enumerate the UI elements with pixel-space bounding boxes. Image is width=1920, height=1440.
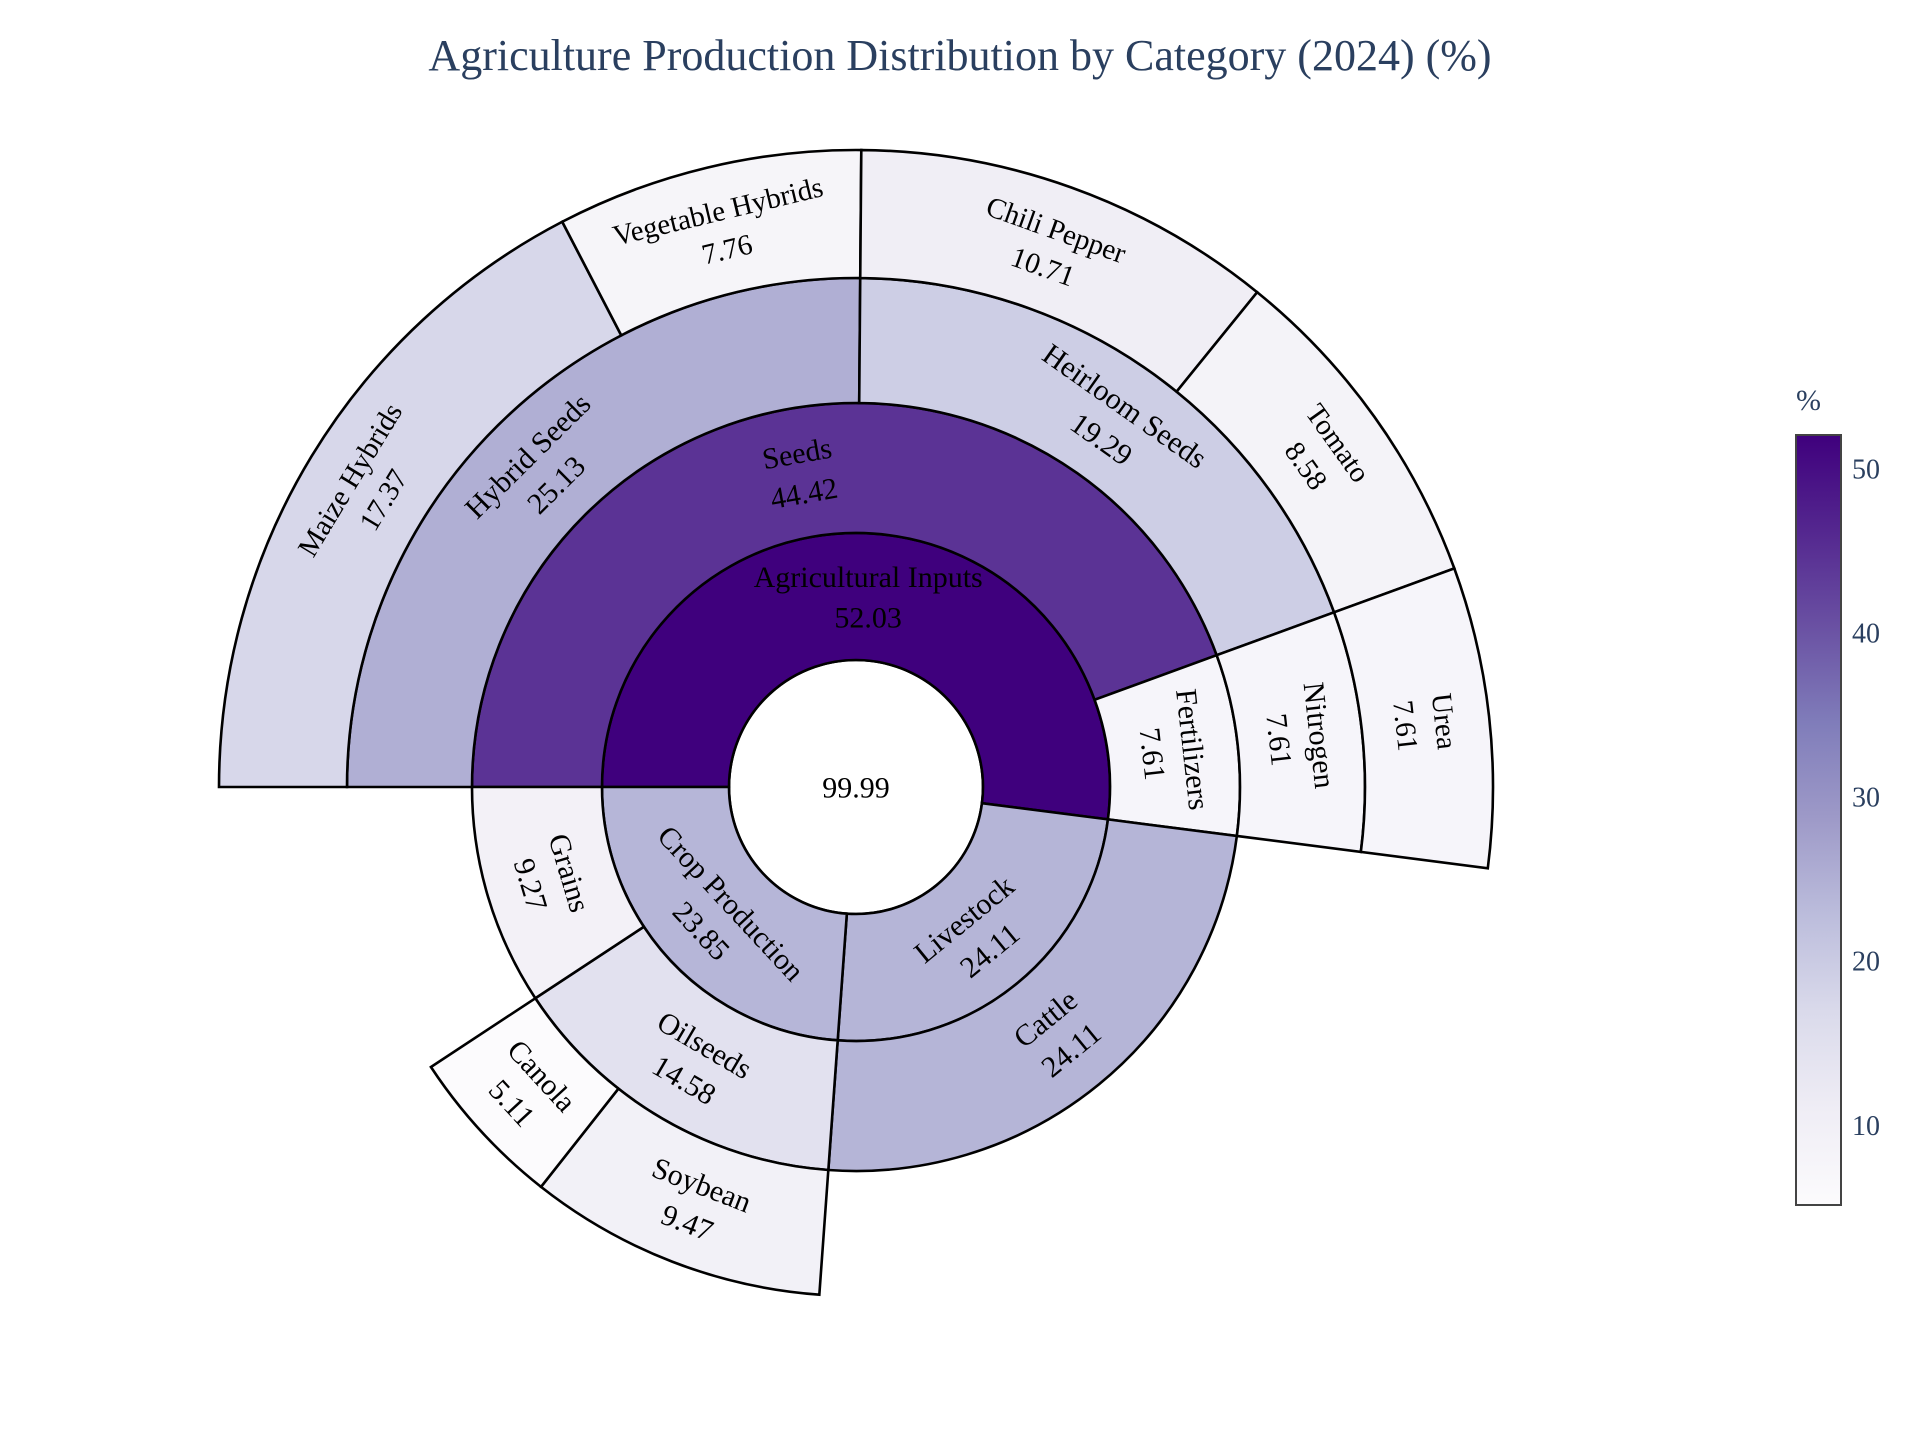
colorbar-tick-label: 10: [1852, 1111, 1880, 1142]
colorbar-tick-label: 40: [1852, 618, 1880, 649]
label-nitrogen-value: 7.61: [1259, 712, 1298, 768]
chart-title: Agriculture Production Distribution by C…: [428, 31, 1492, 80]
sunburst-segments: [217, 148, 1495, 1297]
colorbar-tick-label: 50: [1852, 454, 1880, 485]
label-agricultural-inputs-value: 52.03: [834, 602, 902, 635]
segment-urea[interactable]: [1332, 566, 1495, 870]
label-agricultural-inputs-name: Agricultural Inputs: [754, 561, 983, 594]
label-urea-value: 7.61: [1386, 699, 1423, 753]
colorbar: % 10 20 30 40 50: [1795, 384, 1880, 1206]
segment-canola[interactable]: [429, 996, 621, 1189]
label-agricultural-inputs: Agricultural Inputs 52.03: [754, 561, 983, 635]
label-urea: Urea7.61: [1386, 692, 1463, 756]
label-root: 99.99: [822, 772, 890, 805]
colorbar-tick-label: 20: [1852, 947, 1880, 978]
colorbar-title: %: [1796, 384, 1821, 417]
colorbar-tick-label: 30: [1852, 783, 1880, 814]
label-root-value: 99.99: [822, 772, 890, 805]
label-fertilizers-value: 7.61: [1133, 726, 1172, 782]
segment-cattle[interactable]: [826, 817, 1239, 1173]
segment-grains[interactable]: [470, 785, 646, 1001]
label-urea-name: Urea: [1425, 692, 1463, 752]
colorbar-gradient: [1795, 434, 1842, 1206]
